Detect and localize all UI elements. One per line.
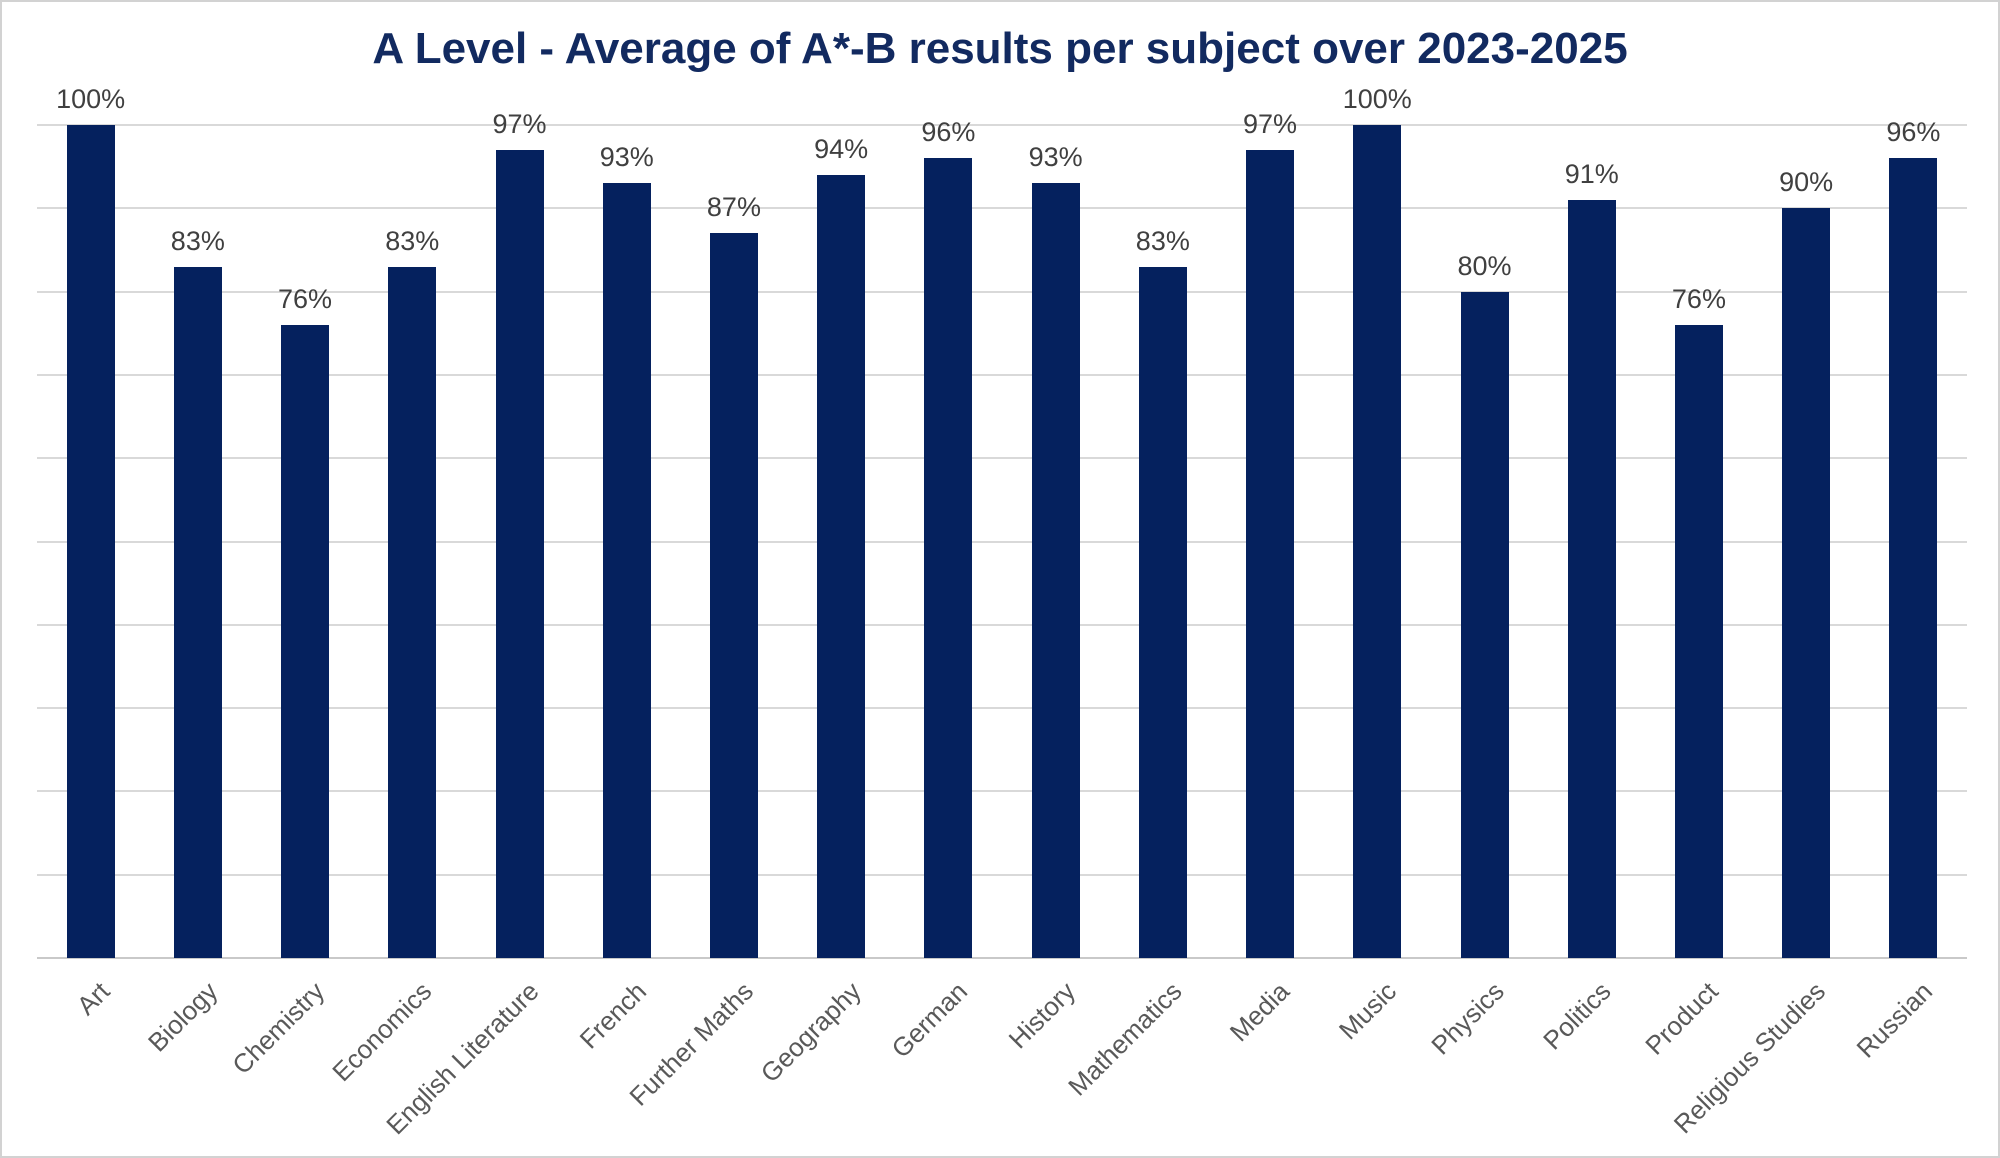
data-label-physics: 80% xyxy=(1457,250,1512,281)
x-tick-label-product: Product xyxy=(1639,976,1725,1061)
gridline xyxy=(37,540,1967,543)
data-label-mathematics: 83% xyxy=(1135,225,1190,256)
bar-mathematics xyxy=(1138,266,1187,958)
data-label-economics: 83% xyxy=(385,225,440,256)
x-tick-label-politics: Politics xyxy=(1537,976,1617,1056)
bar-history xyxy=(1031,183,1080,958)
data-label-product: 76% xyxy=(1671,283,1726,314)
bar-english-literature xyxy=(495,149,544,958)
x-axis-line xyxy=(37,957,1967,959)
data-label-english-literature: 97% xyxy=(492,108,547,139)
gridline xyxy=(37,790,1967,793)
bar-religious-studies xyxy=(1782,208,1831,958)
bar-russian xyxy=(1889,158,1938,958)
data-label-geography: 94% xyxy=(814,133,869,164)
gridline xyxy=(37,207,1967,210)
bar-german xyxy=(924,158,973,958)
x-tick-label-media: Media xyxy=(1223,976,1296,1048)
bar-art xyxy=(66,125,115,958)
data-label-russian: 96% xyxy=(1886,117,1941,148)
bar-further-maths xyxy=(709,233,758,958)
x-tick-label-physics: Physics xyxy=(1425,976,1510,1061)
bar-product xyxy=(1674,324,1723,958)
chart-title: A Level - Average of A*-B results per su… xyxy=(372,24,1628,73)
gridline xyxy=(37,623,1967,626)
bar-chemistry xyxy=(281,324,330,958)
gridline xyxy=(37,373,1967,376)
gridline xyxy=(37,707,1967,710)
data-label-history: 93% xyxy=(1028,142,1083,173)
bar-economics xyxy=(388,266,437,958)
gridline xyxy=(37,457,1967,460)
data-label-further-maths: 87% xyxy=(706,192,761,223)
bar-media xyxy=(1246,149,1295,958)
data-label-biology: 83% xyxy=(170,225,225,256)
data-label-music: 100% xyxy=(1342,84,1412,114)
x-tick-label-economics: Economics xyxy=(326,976,438,1088)
x-tick-label-mathematics: Mathematics xyxy=(1062,976,1189,1102)
x-tick-label-history: History xyxy=(1002,976,1081,1055)
data-label-chemistry: 76% xyxy=(278,283,333,314)
x-tick-label-chemistry: Chemistry xyxy=(226,976,331,1080)
bar-music xyxy=(1353,125,1402,958)
x-tick-label-russian: Russian xyxy=(1850,976,1939,1064)
x-tick-label-art: Art xyxy=(71,976,116,1021)
data-label-religious-studies: 90% xyxy=(1779,167,1834,198)
data-label-politics: 91% xyxy=(1564,158,1619,189)
x-tick-label-german: German xyxy=(885,976,974,1064)
x-tick-label-biology: Biology xyxy=(141,976,224,1058)
data-label-french: 93% xyxy=(599,142,654,173)
gridline xyxy=(37,873,1967,876)
bar-biology xyxy=(173,266,222,958)
data-label-german: 96% xyxy=(921,117,976,148)
gridline xyxy=(37,290,1967,293)
bar-politics xyxy=(1567,199,1616,958)
x-tick-label-geography: Geography xyxy=(754,976,867,1089)
data-label-media: 97% xyxy=(1243,108,1298,139)
bar-geography xyxy=(817,174,866,958)
data-label-art: 100% xyxy=(56,84,126,114)
x-tick-label-music: Music xyxy=(1333,976,1403,1046)
gridline xyxy=(37,124,1967,126)
x-tick-label-french: French xyxy=(573,976,652,1055)
bar-french xyxy=(602,183,651,958)
bar-physics xyxy=(1460,291,1509,958)
